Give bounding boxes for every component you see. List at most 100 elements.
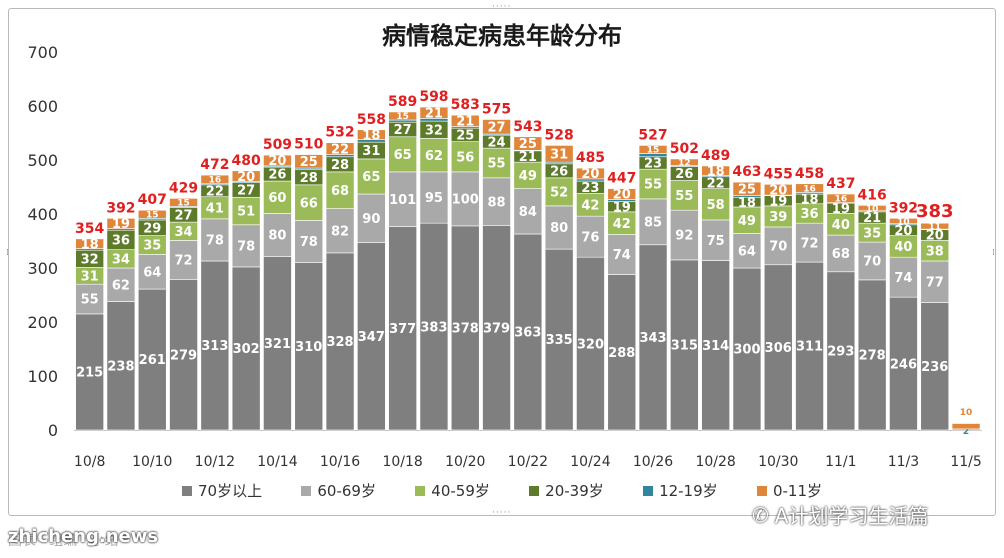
- bar-segment: [200, 260, 230, 431]
- bar-segment: [137, 254, 167, 290]
- bar-segment: [701, 165, 730, 176]
- resize-handle-left[interactable]: ⁞: [6, 248, 9, 258]
- bar-segment: [607, 234, 637, 275]
- bar-segment: [544, 248, 574, 431]
- y-tick-label: 400: [27, 205, 58, 224]
- segment-label: 288: [608, 346, 635, 361]
- segment-label: 246: [890, 357, 917, 372]
- bar-total-label: 543: [513, 119, 542, 135]
- segment-label: 15: [146, 211, 159, 221]
- bar-segment: [419, 171, 449, 224]
- bar-total-label: 489: [701, 148, 730, 164]
- segment-label: 72: [175, 254, 193, 269]
- bar-segment: [419, 138, 449, 173]
- x-tick-label: 10/30: [758, 454, 798, 470]
- bar-segment: [732, 206, 762, 234]
- bar-segment: [388, 136, 417, 173]
- segment-label: 18: [738, 196, 756, 211]
- legend-label: 60-69岁: [317, 482, 376, 500]
- segment-label: 70: [863, 255, 881, 270]
- bar-segment: [200, 218, 230, 262]
- bar-segment: [482, 119, 511, 135]
- segment-label: 80: [268, 229, 286, 244]
- segment-label: 100: [452, 193, 479, 208]
- segment-label: 27: [394, 123, 412, 138]
- bar-segment: [200, 174, 230, 185]
- bar-segment: [388, 226, 417, 431]
- segment-label: 21: [519, 150, 537, 165]
- bar-total-label: 437: [826, 176, 855, 192]
- segment-label: 383: [420, 320, 447, 335]
- segment-label: 26: [268, 168, 286, 183]
- bar-segment: [357, 242, 386, 431]
- resize-handle-right[interactable]: ⁞: [992, 248, 995, 258]
- bar-segment: [795, 222, 824, 263]
- bar-segment: [670, 259, 699, 431]
- bar-segment: [231, 170, 261, 182]
- segment-label: 60: [268, 191, 286, 206]
- segment-label: 20: [581, 167, 599, 182]
- segment-label: 278: [859, 349, 886, 364]
- y-tick-label: 100: [27, 367, 58, 386]
- segment-label: 320: [577, 337, 604, 352]
- bar-segment: [450, 141, 480, 173]
- x-tick-label: 10/20: [445, 454, 485, 470]
- bar-segment: [795, 261, 824, 431]
- segment-label: 302: [233, 342, 260, 357]
- bar-segment: [450, 114, 480, 127]
- bar-segment: [231, 224, 261, 268]
- segment-label: 238: [107, 359, 134, 374]
- resize-handle-top[interactable]: ·····: [492, 2, 512, 12]
- segment-label: 306: [765, 341, 792, 356]
- legend-item: 60-69岁: [301, 480, 376, 501]
- wechat-account-name: A计划学习生活篇: [774, 504, 929, 528]
- bar-total-label: 455: [764, 166, 793, 182]
- bar-segment: [513, 188, 543, 235]
- legend-item: 70岁以上: [182, 480, 262, 501]
- bar-total-label: 598: [419, 89, 448, 105]
- segment-label: 343: [639, 331, 666, 346]
- segment-label: 16: [803, 184, 816, 194]
- legend-item: 12-19岁: [643, 480, 718, 501]
- segment-label: 19: [112, 217, 130, 232]
- segment-label: 378: [452, 322, 479, 337]
- bar-total-label: 558: [357, 112, 386, 128]
- segment-label: 40: [832, 218, 850, 233]
- segment-label: 25: [738, 183, 756, 198]
- bar-total-label: 583: [451, 97, 480, 113]
- bar-total-label: 447: [607, 171, 636, 187]
- segment-label: 315: [671, 339, 698, 354]
- bar-segment: [357, 129, 386, 140]
- segment-label: 310: [295, 340, 322, 355]
- bar-segment: [826, 271, 856, 431]
- segment-label: 27: [175, 208, 193, 223]
- segment-label: 21: [456, 115, 474, 130]
- segment-label: 23: [581, 181, 599, 196]
- bar-segment: [951, 423, 981, 430]
- bar-total-label: 383: [916, 201, 954, 222]
- segment-label: 31: [362, 144, 380, 159]
- segment-label: 55: [488, 157, 506, 172]
- segment-label: 11: [928, 222, 941, 232]
- site-watermark: zhicheng.news: [8, 526, 159, 547]
- segment-label: 19: [769, 194, 787, 209]
- segment-label: 55: [675, 189, 693, 204]
- resize-handle-bottom[interactable]: ·····: [492, 508, 512, 518]
- segment-label: 347: [358, 330, 385, 345]
- segment-label: 21: [863, 211, 881, 226]
- wechat-icon: ✆: [752, 502, 769, 527]
- segment-label: 90: [362, 212, 380, 227]
- segment-label: 15: [396, 112, 409, 122]
- segment-label: 38: [926, 244, 944, 259]
- bar-total-label: 472: [200, 157, 229, 173]
- bar-total-label: 510: [294, 137, 323, 153]
- bar-total-label: 429: [169, 180, 198, 196]
- bar-segment: [920, 260, 950, 303]
- segment-label: 19: [832, 202, 850, 217]
- x-tick-label: 10/22: [508, 454, 548, 470]
- segment-label: 31: [550, 147, 568, 162]
- x-tick-label: 10/12: [195, 454, 235, 470]
- x-tick-label: 11/3: [888, 454, 919, 470]
- segment-label: 25: [519, 137, 537, 152]
